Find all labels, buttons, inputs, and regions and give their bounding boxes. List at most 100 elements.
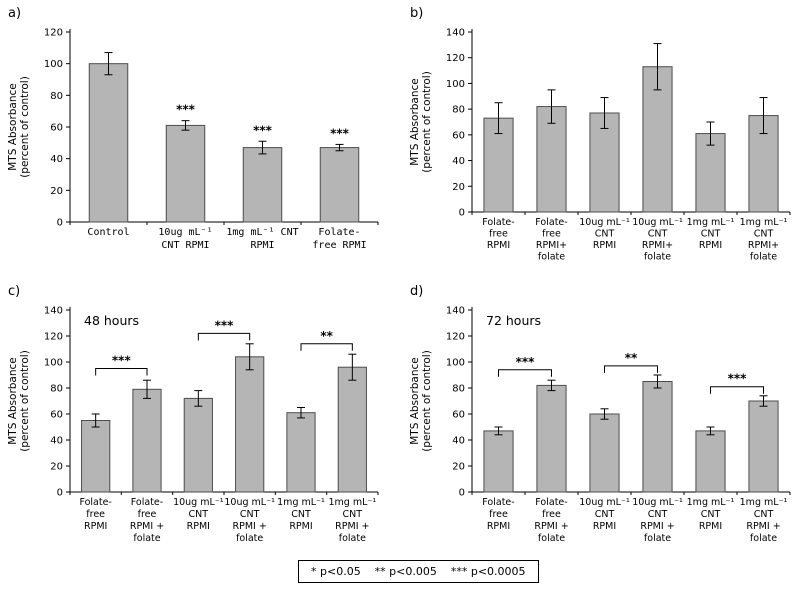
- error-bar: [143, 379, 151, 399]
- error-bar: [494, 426, 503, 436]
- error-bar: [600, 97, 609, 129]
- bar: [235, 356, 265, 493]
- significance-stars: ***: [215, 318, 235, 332]
- x-tick-label: CNT RPMI: [161, 240, 209, 251]
- x-tick-label: 1mg mL⁻¹: [740, 217, 788, 228]
- y-tick-label: 80: [50, 91, 63, 102]
- significance-stars: ***: [112, 354, 132, 368]
- significance-stars: ***: [728, 372, 748, 386]
- x-tick-label: Control: [87, 227, 129, 238]
- bars-group: [81, 343, 367, 493]
- error-bar: [91, 413, 100, 428]
- x-tick-label: CNT: [754, 509, 774, 520]
- axes: 0 20 40 60 80 100 120 140: [446, 28, 791, 219]
- x-tick-label: RPMI: [593, 521, 616, 532]
- x-tick-label: folate: [750, 533, 777, 544]
- x-tick-label: CNT: [189, 509, 209, 520]
- x-tick-label: CNT: [240, 509, 260, 520]
- y-tick-label: 100: [446, 358, 465, 369]
- x-tick-label: RPMI: [187, 521, 210, 532]
- y-tick-label: 20: [452, 182, 465, 193]
- x-tick-label: Folate-: [535, 217, 567, 228]
- bar: [748, 400, 779, 493]
- significance-bracket: [300, 343, 353, 351]
- bar: [536, 106, 567, 213]
- y-tick-label: 80: [452, 105, 465, 116]
- x-tick-label: CNT: [754, 229, 774, 240]
- significance-stars: ***: [253, 123, 273, 137]
- axes: 0 20 40 60 80 100 120 140: [446, 306, 791, 499]
- x-tick-label: 10ug mL⁻¹: [173, 497, 224, 508]
- y-tick-label: 60: [50, 410, 63, 421]
- bar: [589, 413, 620, 493]
- x-tick-label: 1mg mL⁻¹: [687, 497, 735, 508]
- error-bar: [194, 390, 203, 407]
- bar: [337, 366, 367, 493]
- x-tick-label: 1mg mL⁻¹: [740, 497, 788, 508]
- y-tick-label: 80: [50, 384, 63, 395]
- x-tick-label: CNT: [595, 509, 615, 520]
- x-tick-label: folate: [538, 533, 565, 544]
- bar: [286, 412, 316, 493]
- bar: [183, 397, 213, 493]
- significance-stars: **: [625, 351, 638, 365]
- x-tick-label: RPMI +: [233, 521, 267, 532]
- significance-stars: ***: [176, 103, 196, 117]
- x-tick-label: free: [489, 509, 508, 520]
- x-tick-label: free: [489, 229, 508, 240]
- x-tick-label: RPMI: [487, 521, 510, 532]
- significance-stars: **: [320, 329, 333, 343]
- significance-bracket: [604, 365, 658, 373]
- x-tick-label: Folate-: [482, 217, 514, 228]
- bars-group: [483, 374, 779, 493]
- x-tick-label: 1mg mL⁻¹: [687, 217, 735, 228]
- x-tick-label: CNT: [701, 509, 721, 520]
- error-bar: [600, 408, 609, 420]
- error-bar: [547, 379, 556, 392]
- x-tick-label: RPMI: [487, 240, 510, 251]
- x-tick-label: Folate-: [482, 497, 514, 508]
- error-bar: [759, 97, 768, 135]
- x-tick-label: RPMI +: [640, 521, 674, 532]
- y-tick-label: 140: [446, 28, 465, 39]
- error-bar: [706, 426, 715, 436]
- chart-b-host: 0 20 40 60 80 100 120 140 MTS Absorbance(percent…: [402, 6, 798, 284]
- significance-stars: ***: [516, 355, 536, 369]
- panel-b-letter: b): [410, 6, 424, 21]
- error-bar: [653, 43, 662, 91]
- x-tick-label: folate: [644, 533, 671, 544]
- y-tick-label: 20: [452, 462, 465, 473]
- x-tick-label: RPMI: [699, 240, 722, 251]
- x-tick-label: free: [86, 509, 105, 520]
- x-tick-label: folate: [538, 252, 565, 263]
- x-tick-label: RPMI +: [130, 521, 164, 532]
- y-axis-label: MTS Absorbance(percent of control): [7, 350, 31, 452]
- chart-a: 0 20 40 60 80 100 120 MTS Absorbance(percent of…: [7, 28, 379, 251]
- bar: [242, 147, 283, 223]
- error-bar: [258, 140, 267, 155]
- x-tick-label: folate: [644, 252, 671, 263]
- y-tick-label: 100: [446, 79, 465, 90]
- y-tick-label: 0: [459, 208, 465, 219]
- x-tick-label: 10ug mL⁻¹: [158, 227, 212, 238]
- significance-bracket: [710, 386, 764, 394]
- x-tick-label: Folate-: [318, 227, 360, 238]
- y-axis-label: MTS Absorbance(percent of control): [409, 350, 433, 452]
- x-tick-label: Folate-: [79, 497, 111, 508]
- error-bar: [245, 343, 254, 371]
- panel-c: c) 0 20 40 60 80 100 120 140 MTS Absorbance(perc…: [0, 284, 392, 584]
- x-tick-label: 10ug mL⁻¹: [632, 217, 683, 228]
- chart-a-host: 0 20 40 60 80 100 120 MTS Absorbance(percent of…: [0, 6, 392, 280]
- error-bar: [494, 102, 503, 135]
- significance-bracket: [197, 332, 251, 341]
- x-tick-label: folate: [133, 533, 160, 544]
- y-tick-label: 100: [44, 59, 63, 70]
- y-tick-label: 40: [452, 156, 465, 167]
- x-tick-label: folate: [339, 533, 366, 544]
- bar: [695, 430, 726, 493]
- y-tick-label: 120: [44, 28, 63, 39]
- x-tick-label: CNT: [648, 229, 668, 240]
- bar: [695, 133, 726, 213]
- x-tick-label: free: [542, 509, 561, 520]
- y-tick-label: 60: [452, 130, 465, 141]
